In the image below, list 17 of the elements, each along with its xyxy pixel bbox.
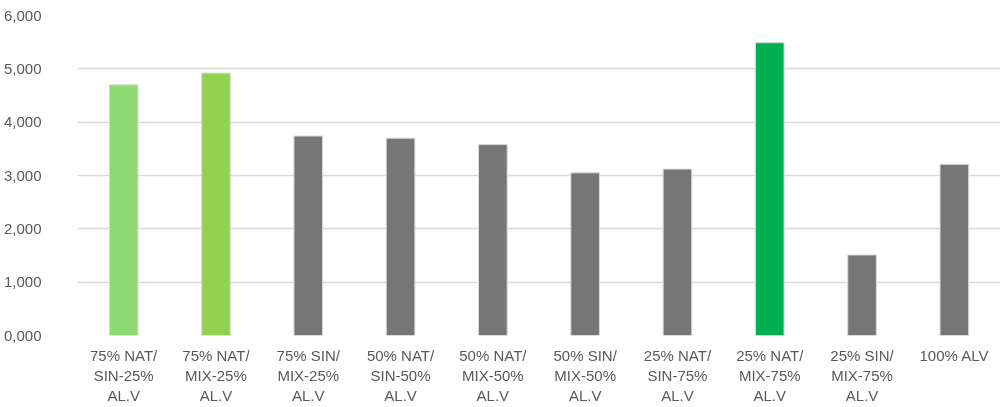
x-tick-label: 100% ALV — [919, 346, 989, 364]
x-tick-label: 25% SIN/MIX-75% AL.V — [830, 346, 895, 405]
y-tick-label: 3,000 — [3, 166, 42, 184]
x-tick-label: 50% SIN/MIX-50% AL.V — [553, 346, 618, 405]
x-tick-label: 75% NAT/SIN-25% AL.V — [90, 346, 159, 405]
y-tick-label: 2,000 — [3, 219, 42, 237]
x-tick-label: 50% NAT/SIN-50% AL.V — [366, 346, 435, 405]
x-tick-label: 50% NAT/MIX-50% AL.V — [459, 346, 528, 405]
x-tick-label: 25% NAT/MIX-75% AL.V — [736, 346, 805, 405]
x-tick-label: 25% NAT/SIN-75% AL.V — [643, 346, 712, 405]
y-tick-label: 5,000 — [3, 59, 42, 77]
y-tick-label: 4,000 — [3, 113, 42, 131]
y-tick-label: 1,000 — [3, 273, 42, 291]
y-tick-label: 6,000 — [3, 6, 42, 24]
x-tick-label: 75% SIN/MIX-25% AL.V — [276, 346, 341, 405]
x-tick-label: 75% NAT/MIX-25% AL.V — [182, 346, 251, 405]
y-tick-label: 0,000 — [3, 326, 42, 344]
